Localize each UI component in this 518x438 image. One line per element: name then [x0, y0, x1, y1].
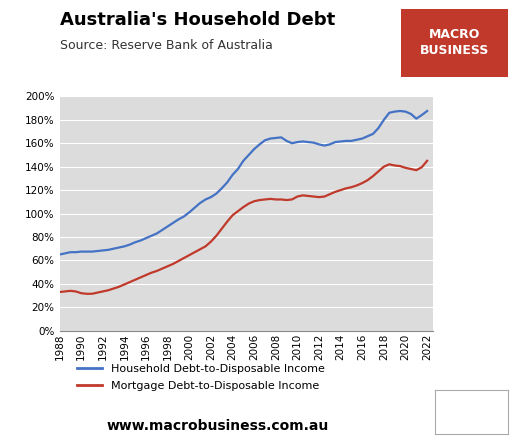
- Legend: Household Debt-to-Disposable Income, Mortgage Debt-to-Disposable Income: Household Debt-to-Disposable Income, Mor…: [73, 360, 329, 395]
- Text: Australia's Household Debt: Australia's Household Debt: [60, 11, 335, 29]
- Text: MACRO
BUSINESS: MACRO BUSINESS: [420, 28, 489, 57]
- Text: Source: Reserve Bank of Australia: Source: Reserve Bank of Australia: [60, 39, 272, 53]
- Text: www.macrobusiness.com.au: www.macrobusiness.com.au: [106, 419, 329, 433]
